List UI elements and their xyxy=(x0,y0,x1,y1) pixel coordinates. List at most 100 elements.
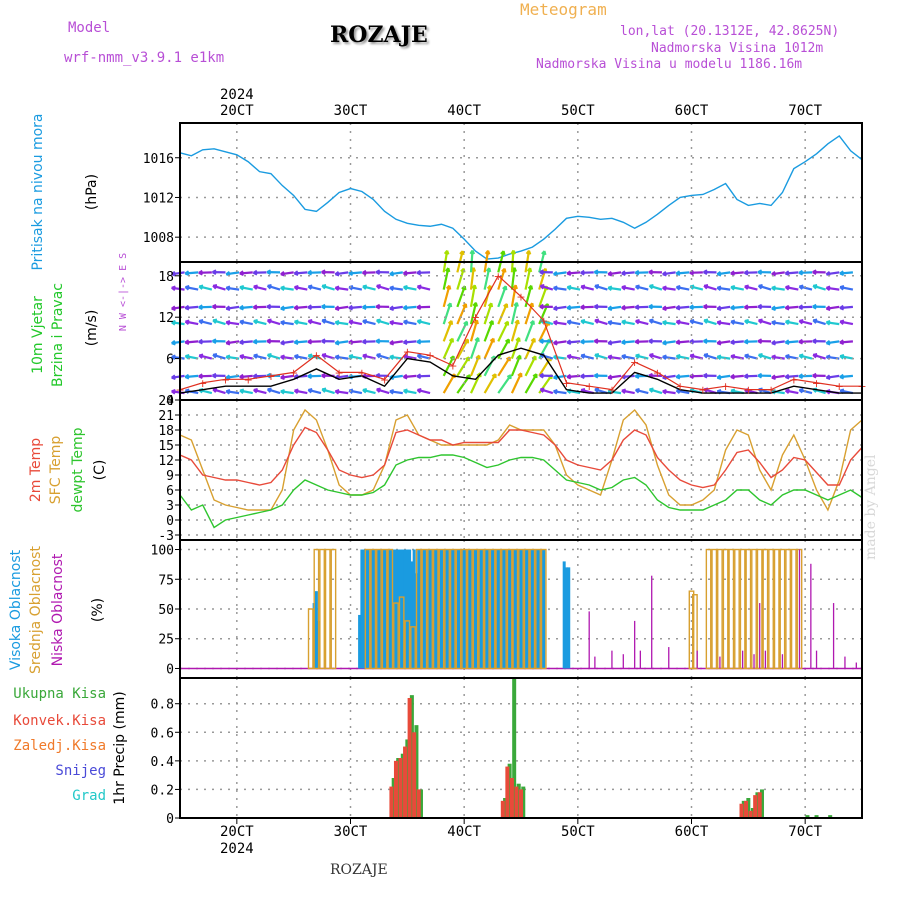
wind-arrow-head xyxy=(812,319,817,324)
wind-arrow-head xyxy=(403,286,408,291)
cloud-bar-high_cloud xyxy=(519,549,523,669)
y-tick-label: 1012 xyxy=(143,191,174,206)
wind-arrow-head xyxy=(552,286,558,291)
wind-arrow-head xyxy=(594,388,599,393)
wind-arrow-head xyxy=(171,321,176,326)
wind-arrow xyxy=(198,319,213,326)
wind-arrow xyxy=(567,320,581,326)
precip-bar-conv_precip xyxy=(407,698,412,818)
wind-arrow-head xyxy=(798,285,803,290)
wind-arrow xyxy=(280,286,294,291)
wind-arrow xyxy=(171,355,185,360)
wind-arrow xyxy=(348,320,363,326)
wind-arrow-head xyxy=(252,306,258,310)
wind-arrow xyxy=(226,271,240,276)
gust-marker: + xyxy=(380,373,389,386)
wind-arrow-head xyxy=(689,306,694,310)
wind-arrow-head xyxy=(512,284,517,289)
wind-arrow xyxy=(294,389,308,395)
wind-arrow-head xyxy=(375,340,381,344)
precip-bar-conv_precip xyxy=(500,800,505,818)
gust-marker: + xyxy=(835,380,844,393)
wind-arrow-head xyxy=(757,271,763,275)
wind-arrow-head xyxy=(362,340,367,345)
cloud-bar-high_cloud xyxy=(567,567,571,669)
cloud-bar-mid_cloud xyxy=(330,548,337,670)
cloud-bar-mid_cloud xyxy=(773,548,780,670)
cloud-bar-mid_cloud xyxy=(529,548,536,670)
wind-arrow-head xyxy=(416,271,422,276)
wind-arrow-head xyxy=(171,390,176,395)
wind-arrow-head xyxy=(334,355,340,360)
wind-arrow-head xyxy=(362,320,367,325)
wind-arrow-head xyxy=(798,271,804,276)
wind-arrow xyxy=(442,373,456,394)
wind-arrow-head xyxy=(784,389,790,394)
wind-arrow xyxy=(456,356,470,377)
wind-arrow-head xyxy=(225,307,231,312)
wind-arrow xyxy=(524,267,532,290)
cloud-bar-high_cloud xyxy=(514,549,518,669)
x-tick-label-top: 70CT xyxy=(788,103,822,119)
wind-arrow-head xyxy=(416,306,422,310)
wind-arrow xyxy=(226,374,240,379)
cloud-bar-low_cloud xyxy=(844,656,846,669)
wind-arrow-head xyxy=(580,340,585,345)
wind-arrow-head xyxy=(447,320,453,325)
cloud-bar-high_cloud xyxy=(383,549,387,669)
station-title: ROZAJE xyxy=(330,22,428,48)
y-tick-label: 0.8 xyxy=(151,698,174,713)
cloud-bar-high_cloud xyxy=(564,567,568,669)
wind-arrow-head xyxy=(552,390,558,395)
x-tick-label-bottom: 70CT xyxy=(788,824,822,840)
wind-arrow xyxy=(703,319,717,326)
wind-arrow xyxy=(717,374,731,379)
wind-arrow-head xyxy=(730,320,735,325)
wind-arrow-head xyxy=(825,321,831,326)
wind-arrow xyxy=(483,320,494,342)
wind-arrow-head xyxy=(212,285,217,290)
wind-arrow-head xyxy=(662,376,667,381)
cloud-bar-high_cloud xyxy=(458,549,462,669)
wind-arrow-head xyxy=(527,284,532,290)
cloud-bar-high_cloud xyxy=(401,549,405,669)
wind-arrow-head xyxy=(462,303,467,308)
y-tick-label: 75 xyxy=(158,573,174,588)
wind-arrow-head xyxy=(445,284,451,290)
wind-arrow-head xyxy=(812,340,817,344)
wind-arrow-head xyxy=(212,388,217,393)
cloud-bar-high_cloud xyxy=(562,561,566,669)
wind-arrow xyxy=(280,355,294,360)
wind-arrow-head xyxy=(211,271,217,275)
wind-arrow xyxy=(321,284,335,291)
wind-arrow-head xyxy=(621,389,626,394)
wind-arrow-head xyxy=(784,307,790,311)
wind-arrow-head xyxy=(553,376,558,381)
wind-arrow-head xyxy=(730,286,735,291)
ylabel-cloud-mid: Srednja Oblacnost xyxy=(28,546,44,674)
wind-arrow xyxy=(321,319,335,326)
wind-arrow xyxy=(239,355,253,360)
wind-arrow-head xyxy=(771,321,776,326)
meteogram-title: Meteogram xyxy=(520,0,607,19)
wind-arrow-head xyxy=(280,286,285,291)
cloud-bar-high_cloud xyxy=(387,549,391,669)
gust-marker: + xyxy=(630,356,639,369)
cloud-bar-high_cloud xyxy=(489,549,493,669)
y-tick-label: 0 xyxy=(166,662,174,677)
wind-arrow xyxy=(403,340,417,344)
wind-arrow xyxy=(676,320,690,326)
wind-arrow-head xyxy=(280,321,285,326)
cloud-bar-mid_cloud xyxy=(438,548,445,670)
x-tick-label-bottom: 30CT xyxy=(334,824,368,840)
wind-arrow-head xyxy=(198,271,203,276)
y-tick-label: 1008 xyxy=(143,231,174,246)
cloud-bar-low_cloud xyxy=(742,650,744,669)
wind-arrow-head xyxy=(675,320,681,325)
y-tick-label: 25 xyxy=(158,633,174,648)
wind-arrow-head xyxy=(839,376,845,380)
wind-arrow xyxy=(348,271,362,275)
cloud-bar-mid_cloud xyxy=(461,548,468,670)
wind-arrow-head xyxy=(730,307,735,311)
wind-arrow-head xyxy=(389,342,395,346)
